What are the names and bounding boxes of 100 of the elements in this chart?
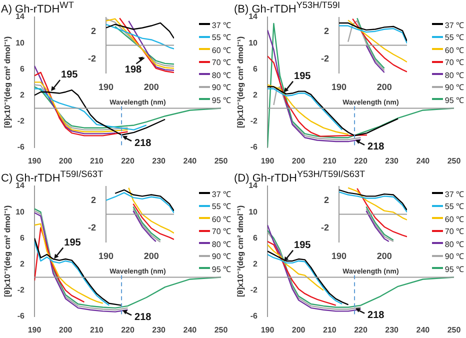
y-tick-label: 2 (253, 259, 258, 268)
legend-label: 37 ℃ (444, 20, 464, 30)
x-tick-label: 190 (331, 251, 347, 262)
legend-label: 70 ℃ (444, 226, 464, 236)
annotation: 218 (134, 312, 152, 323)
legend-label: 37 ℃ (212, 188, 231, 199)
legend-label: 95 ℃ (212, 264, 231, 274)
y-tick-label: 2 (90, 194, 96, 205)
annotation: 218 (368, 310, 385, 322)
annotation: 195 (294, 240, 312, 252)
x-tick-label: 230 (385, 156, 400, 166)
legend-label: 70 ℃ (444, 57, 464, 68)
y-tick-label: 10 (16, 207, 26, 216)
y-axis-title: [θ]x10⁻³(deg cm² dmol⁻¹) (3, 36, 12, 128)
y-tick-label: -6 (250, 312, 258, 321)
legend-label: 55 ℃ (212, 201, 231, 212)
x-tick-label: 230 (385, 325, 400, 334)
x-tick-label: 200 (376, 82, 392, 92)
legend-label: 60 ℃ (444, 44, 464, 55)
x-tick-label: 210 (322, 156, 337, 166)
y-tick-label: 2 (20, 259, 26, 268)
x-tick-label: 230 (152, 325, 166, 334)
x-tick-label: 250 (447, 325, 462, 334)
y-axis-title: [θ]x10⁻³(deg cm² dmol⁻¹) (236, 205, 246, 298)
x-tick-label: 220 (354, 325, 368, 334)
x-tick-label: 240 (416, 156, 430, 166)
y-tick-label: -2 (88, 222, 96, 233)
legend-label: 60 ℃ (212, 44, 231, 55)
legend-label: 90 ℃ (444, 82, 464, 92)
x-tick-label: 200 (58, 325, 73, 334)
x-tick-label: 200 (144, 82, 159, 92)
y-tick-label: 6 (253, 64, 258, 74)
y-tick-label: 14 (248, 12, 258, 22)
x-tick-label: 200 (58, 156, 73, 166)
y-tick-label: -2 (320, 54, 329, 64)
y-tick-label: -2 (250, 286, 258, 295)
x-tick-label: 210 (322, 325, 337, 334)
legend-label: 37 ℃ (212, 20, 231, 30)
y-tick-label: -6 (17, 142, 26, 152)
x-tick-label: 200 (292, 156, 306, 166)
annotation: 198 (124, 64, 142, 76)
legend-label: 37 ℃ (444, 188, 464, 199)
y-tick-label: -2 (17, 116, 26, 126)
y-tick-label: 6 (253, 233, 258, 242)
legend-label: 90 ℃ (444, 251, 464, 262)
x-tick-label: 190 (98, 82, 114, 92)
x-tick-label: 190 (28, 325, 42, 334)
x-tick-label: 240 (183, 156, 198, 166)
y-tick-label: 14 (16, 181, 26, 190)
y-tick-label: 2 (20, 90, 26, 100)
x-tick-label: 230 (152, 156, 166, 166)
y-tick-label: 2 (324, 194, 329, 205)
x-tick-label: 250 (214, 156, 228, 166)
annotation: 195 (61, 70, 78, 81)
x-tick-label: 220 (354, 156, 368, 166)
legend-label: 55 ℃ (444, 32, 464, 42)
annotation: 218 (368, 142, 385, 153)
y-tick-label: 14 (248, 181, 258, 190)
legend-label: 95 ℃ (444, 264, 464, 274)
x-tick-label: 190 (28, 156, 42, 166)
y-axis-title: [θ]x10⁻³(deg cm² dmol⁻¹) (236, 36, 246, 128)
y-tick-label: 10 (16, 38, 26, 48)
y-tick-label: -2 (88, 54, 96, 64)
x-tick-label: 190 (98, 251, 114, 262)
y-tick-label: -2 (320, 222, 329, 233)
y-tick-label: 2 (324, 26, 329, 36)
legend-label: 70 ℃ (212, 226, 231, 236)
legend-label: 80 ℃ (212, 70, 231, 80)
annotation: 195 (64, 237, 82, 248)
y-tick-label: 10 (248, 38, 258, 48)
x-tick-label: 250 (214, 325, 228, 334)
legend-label: 95 ℃ (444, 94, 464, 105)
annotation: 218 (134, 138, 152, 149)
y-tick-label: 6 (20, 233, 26, 242)
x-tick-label: 190 (260, 325, 275, 334)
y-tick-label: -2 (250, 116, 258, 126)
y-tick-label: -6 (17, 312, 26, 321)
legend-label: 80 ℃ (212, 238, 231, 249)
legend-label: 90 ℃ (212, 82, 231, 92)
y-tick-label: 2 (253, 90, 258, 100)
x-tick-label: 200 (376, 251, 392, 262)
x-tick-label: 240 (416, 325, 430, 334)
y-tick-label: 6 (20, 64, 26, 74)
x-tick-label: 190 (331, 82, 347, 92)
y-tick-label: 2 (90, 26, 96, 36)
x-tick-label: 190 (260, 156, 275, 166)
legend-label: 95 ℃ (212, 94, 231, 105)
legend-label: 80 ℃ (444, 70, 464, 80)
x-tick-label: 210 (90, 156, 104, 166)
x-tick-label: 220 (121, 325, 135, 334)
legend-label: 55 ℃ (444, 201, 464, 212)
x-tick-label: 200 (144, 251, 159, 262)
x-tick-label: 200 (292, 325, 306, 334)
x-tick-label: 210 (90, 325, 104, 334)
y-axis-title: [θ]x10⁻³(deg cm² dmol⁻¹) (3, 205, 12, 298)
legend-label: 90 ℃ (212, 251, 231, 262)
annotation: 195 (294, 71, 312, 82)
y-tick-label: 10 (248, 207, 258, 216)
y-tick-label: -2 (17, 286, 26, 295)
y-tick-label: -6 (250, 142, 258, 152)
